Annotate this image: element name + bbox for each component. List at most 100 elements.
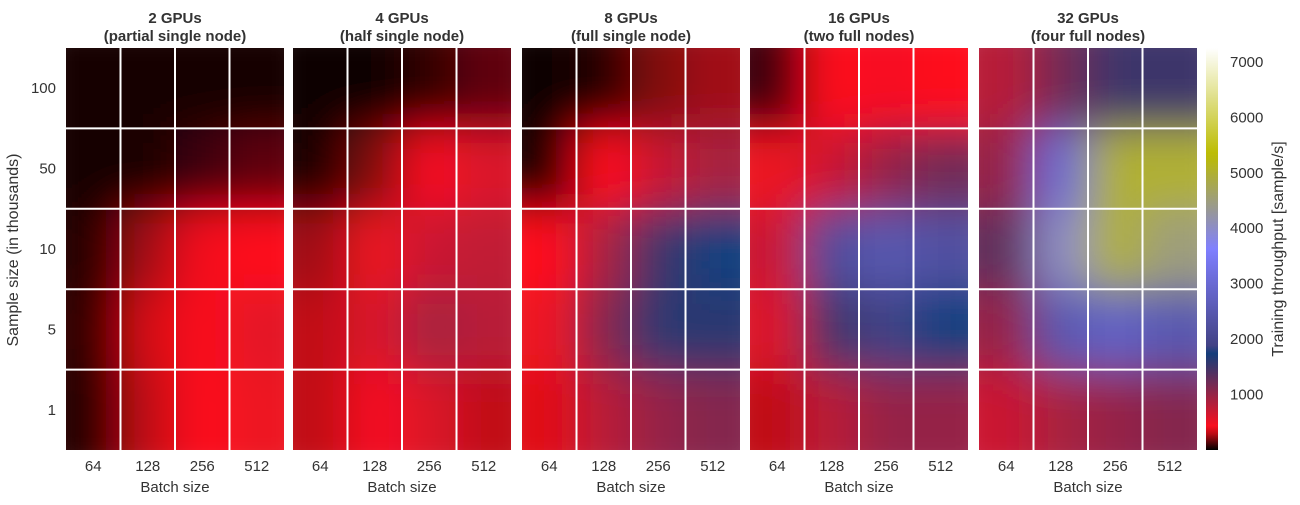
heatmap-cell <box>456 128 511 210</box>
heatmap-cell <box>456 208 511 290</box>
heatmap-cell <box>804 208 860 290</box>
heatmap-cell <box>631 208 686 290</box>
heatmap-cell <box>229 48 284 129</box>
heatmap-cell <box>1142 48 1197 129</box>
heatmap-cell <box>631 48 686 129</box>
heatmap-cell <box>685 48 740 129</box>
heatmap-cell <box>120 369 176 450</box>
heatmap-cell <box>1033 48 1089 129</box>
heatmap-cell <box>750 289 805 371</box>
heatmap-cell <box>859 128 914 210</box>
heatmap-cell <box>175 48 230 129</box>
heatmap-cell <box>522 289 577 371</box>
heatmap-cell <box>522 369 577 450</box>
heatmap-cell <box>979 48 1034 129</box>
heatmap-cell <box>685 128 740 210</box>
heatmap-cell <box>402 369 457 450</box>
heatmap-cell <box>859 208 914 290</box>
x-axis-label: Batch size <box>596 479 665 496</box>
heatmap-cell <box>1088 369 1143 450</box>
heatmap-cell <box>913 208 968 290</box>
heatmap-cell <box>347 48 403 129</box>
heatmap-cell <box>293 208 348 290</box>
heatmap-cell <box>1142 208 1197 290</box>
x-tick-label: 128 <box>135 458 160 475</box>
y-tick-label: 10 <box>39 241 56 258</box>
heatmap-cell <box>913 128 968 210</box>
heatmap-panel: 16 GPUs(two full nodes) 64 128 256 512 Batch … <box>750 10 968 496</box>
heatmap-cell <box>1088 289 1143 371</box>
heatmap-cell <box>631 369 686 450</box>
x-tick-label: 512 <box>700 458 725 475</box>
x-tick-label: 512 <box>471 458 496 475</box>
heatmap-cell <box>979 128 1034 210</box>
heatmap-cell <box>913 289 968 371</box>
heatmap-cell <box>66 48 121 129</box>
heatmap-cell <box>456 48 511 129</box>
panel-title: 2 GPUs <box>148 10 201 27</box>
heatmap-cell <box>804 48 860 129</box>
panel-title: 16 GPUs <box>828 10 890 27</box>
x-tick-label: 256 <box>646 458 671 475</box>
x-axis-label: Batch size <box>140 479 209 496</box>
heatmap-cell <box>1033 128 1089 210</box>
heatmap-cell <box>750 48 805 129</box>
heatmap-cell <box>456 369 511 450</box>
heatmap-cell <box>631 289 686 371</box>
heatmap-cell <box>522 128 577 210</box>
panel-title: 32 GPUs <box>1057 10 1119 27</box>
panel-subtitle: (two full nodes) <box>804 28 915 45</box>
heatmap-cell <box>175 369 230 450</box>
heatmap-cell <box>576 48 632 129</box>
panel-subtitle: (partial single node) <box>104 28 247 45</box>
x-tick-label: 512 <box>1157 458 1182 475</box>
y-axis-label: Sample size (in thousands) <box>5 154 22 347</box>
heatmap-cell <box>456 289 511 371</box>
x-tick-label: 128 <box>591 458 616 475</box>
heatmap-cell <box>1142 369 1197 450</box>
heatmap-cell <box>66 369 121 450</box>
colorbar-label: Training throughput [sample/s] <box>1270 141 1287 357</box>
heatmap-cell <box>293 48 348 129</box>
heatmap-cell <box>979 208 1034 290</box>
heatmap-cell <box>859 289 914 371</box>
heatmap-cell <box>347 128 403 210</box>
x-tick-label: 256 <box>190 458 215 475</box>
x-axis-label: Batch size <box>1053 479 1122 496</box>
heatmap-cell <box>576 208 632 290</box>
x-tick-label: 256 <box>1103 458 1128 475</box>
heatmap-cell <box>750 369 805 450</box>
heatmap-cell <box>685 208 740 290</box>
heatmap-cell <box>66 208 121 290</box>
x-tick-label: 128 <box>1048 458 1073 475</box>
y-tick-label: 100 <box>31 80 56 97</box>
heatmap-cell <box>913 369 968 450</box>
heatmap-cell <box>1088 208 1143 290</box>
heatmap-cell <box>120 48 176 129</box>
heatmap-cell <box>750 208 805 290</box>
heatmap-cell <box>631 128 686 210</box>
x-tick-label: 64 <box>769 458 786 475</box>
colorbar-tick-label: 7000 <box>1230 54 1263 71</box>
heatmap-cell <box>859 369 914 450</box>
heatmap-cell <box>229 369 284 450</box>
heatmap-cell <box>402 128 457 210</box>
heatmap-cell <box>66 289 121 371</box>
colorbar-tick-label: 5000 <box>1230 165 1263 182</box>
heatmap-cell <box>913 48 968 129</box>
colorbar-tick-label: 6000 <box>1230 109 1263 126</box>
heatmap-cell <box>347 289 403 371</box>
heatmap-cell <box>979 369 1034 450</box>
heatmap-cell <box>576 289 632 371</box>
panel-subtitle: (half single node) <box>340 28 464 45</box>
heatmap-cell <box>293 128 348 210</box>
heatmap-cell <box>804 128 860 210</box>
heatmap-panel: 2 GPUs(partial single node) 64 128 256 512 Ba… <box>31 10 284 496</box>
heatmap-cell <box>1142 289 1197 371</box>
panel-title: 4 GPUs <box>375 10 428 27</box>
heatmap-cell <box>804 369 860 450</box>
heatmap-cell <box>175 208 230 290</box>
heatmap-cell <box>522 48 577 129</box>
panel-title: 8 GPUs <box>604 10 657 27</box>
heatmap-cell <box>1088 128 1143 210</box>
